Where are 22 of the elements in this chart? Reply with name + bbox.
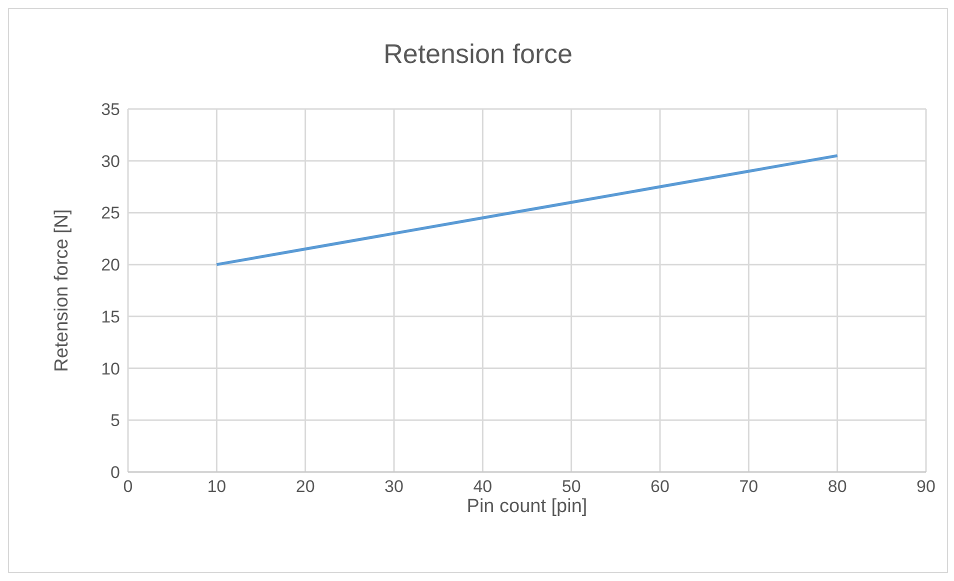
x-tick-label: 40	[473, 477, 492, 496]
y-tick-label: 20	[101, 256, 120, 275]
x-axis-title: Pin count [pin]	[466, 496, 588, 517]
x-tick-label: 60	[650, 477, 670, 496]
y-tick-label: 35	[101, 100, 120, 120]
y-tick-label: 5	[110, 411, 120, 430]
y-axis-title: Retension force [N]	[52, 209, 73, 372]
x-tick-label: 30	[384, 477, 404, 496]
x-tick-label: 90	[916, 477, 936, 496]
x-tick-label: 20	[296, 477, 315, 496]
chart-title: Retension force	[382, 39, 574, 70]
line-series	[215, 154, 839, 266]
x-tick-label: 50	[562, 477, 581, 496]
y-tick-label: 0	[110, 463, 120, 482]
x-tick-label: 10	[207, 477, 226, 496]
y-tick-label: 15	[101, 307, 120, 326]
x-tick-label: 0	[123, 477, 133, 496]
y-tick-label: 30	[101, 152, 120, 171]
x-tick-label: 80	[828, 477, 847, 496]
y-tick-label: 10	[101, 359, 120, 378]
y-tick-label: 25	[101, 204, 120, 223]
x-tick-label: 70	[739, 477, 758, 496]
